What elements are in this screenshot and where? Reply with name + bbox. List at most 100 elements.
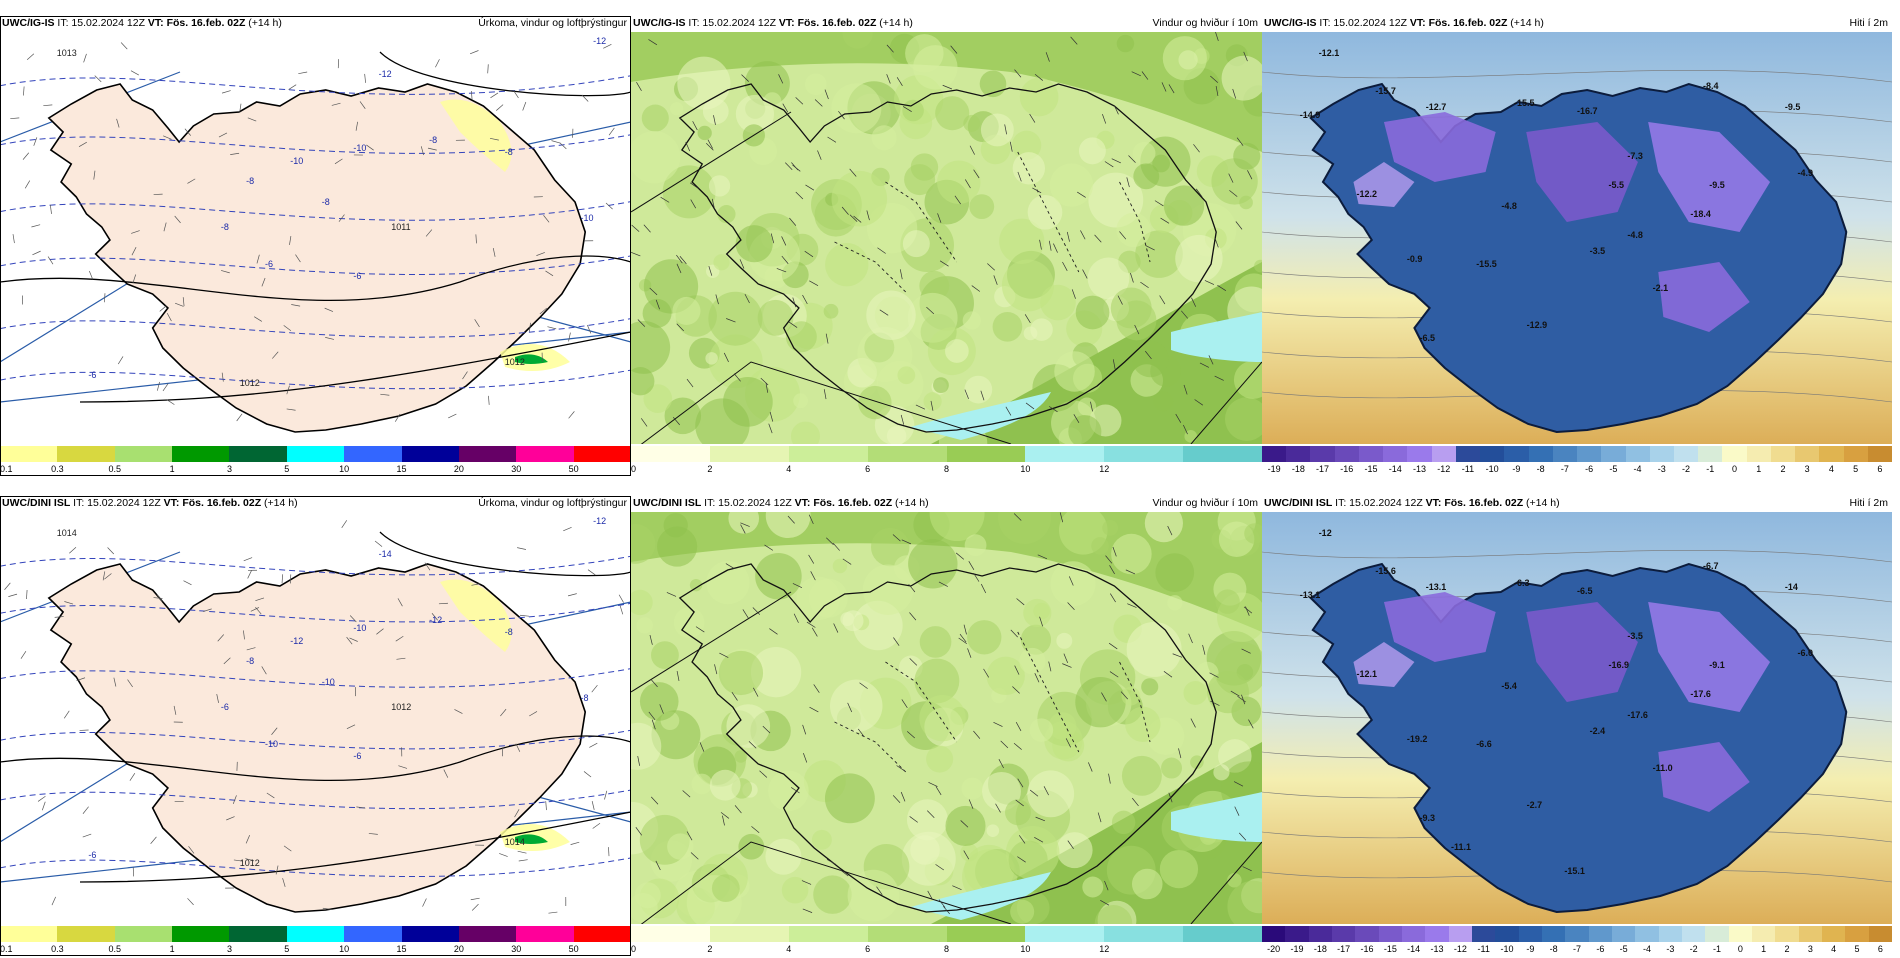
scale-tick: -9	[1512, 463, 1520, 475]
scale-tick: -10	[1486, 463, 1499, 475]
scale-ticks: -19-18-17-16-15-14-13-12-11-10-9-8-7-6-5…	[1262, 463, 1892, 475]
scale-tick: -19	[1268, 463, 1281, 475]
temp-value-label: -12.9	[1527, 320, 1548, 330]
temp-value-label: -5.4	[1501, 681, 1517, 691]
color-swatch	[1449, 926, 1472, 942]
panel-title: Hiti í 2m	[1849, 496, 1888, 510]
scale-tick: 4	[1831, 943, 1836, 955]
color-scale	[0, 446, 631, 462]
scale-tick: -7	[1561, 463, 1569, 475]
color-swatch	[868, 446, 947, 462]
panel-title: Úrkoma, vindur og loftþrýstingur	[478, 496, 627, 510]
temp-value-label: -12.1	[1319, 48, 1340, 58]
temp-panel-2: UWC/DINI ISL IT: 15.02.2024 12Z VT: Fös.…	[1262, 496, 1892, 958]
temp-value-label: -9.5	[1709, 180, 1725, 190]
color-swatch	[1868, 446, 1892, 462]
color-swatch	[1025, 446, 1104, 462]
scale-tick: -13	[1430, 943, 1443, 955]
isobar-label: 1012	[391, 702, 411, 712]
scale-tick: -1	[1706, 463, 1714, 475]
scale-tick: 4	[786, 943, 791, 955]
scale-tick: 0	[1738, 943, 1743, 955]
scale-tick: 3	[227, 463, 232, 475]
model-name: UWC/IG-IS	[1264, 17, 1317, 29]
temp-value-label: -6.3	[1514, 578, 1530, 588]
temp-value-label: -2.1	[1653, 283, 1669, 293]
map-area[interactable]	[631, 32, 1262, 444]
map-area[interactable]	[631, 512, 1262, 924]
temp-value-label: -9.5	[1785, 102, 1801, 112]
precip-panel-2: UWC/DINI ISL IT: 15.02.2024 12Z VT: Fös.…	[0, 496, 631, 958]
lead-time: (+14 h)	[895, 497, 929, 509]
color-swatch	[1379, 926, 1402, 942]
temp-value-label: -17.6	[1627, 710, 1648, 720]
temp-value-label: -15.5	[1476, 259, 1497, 269]
isotherm-label: -10	[265, 739, 278, 749]
color-swatch	[710, 446, 789, 462]
map-area[interactable]: -12-15.6-13.1-13.1-6.3-6.5-6.7-14-3.5-16…	[1262, 512, 1892, 924]
color-swatch	[1262, 926, 1285, 942]
scale-tick: 1	[170, 463, 175, 475]
scale-tick: 0.3	[51, 463, 64, 475]
color-swatch	[1425, 926, 1448, 942]
color-swatch	[0, 446, 57, 462]
color-swatch	[1104, 926, 1183, 942]
color-swatch	[1262, 446, 1286, 462]
isotherm-label: -6	[88, 370, 96, 380]
color-swatch	[1432, 446, 1456, 462]
color-swatch	[1542, 926, 1565, 942]
color-swatch	[172, 446, 229, 462]
scale-tick: 15	[397, 943, 407, 955]
color-swatch	[229, 926, 286, 942]
temp-value-label: -13.1	[1426, 582, 1447, 592]
color-swatch	[1771, 446, 1795, 462]
temp-value-label: -6.5	[1420, 333, 1436, 343]
isotherm-label: -8	[246, 176, 254, 186]
temp-value-label: -15.7	[1375, 86, 1396, 96]
scale-tick: 2	[1780, 463, 1785, 475]
scale-tick: 30	[511, 943, 521, 955]
scale-tick: -4	[1643, 943, 1651, 955]
issue-time: IT: 15.02.2024 12Z	[57, 17, 145, 29]
color-swatch	[1104, 446, 1183, 462]
model-name: UWC/DINI ISL	[1264, 497, 1332, 509]
isotherm-label: -12	[379, 69, 392, 79]
scale-tick: 6	[1878, 943, 1883, 955]
map-area[interactable]: -12.1-15.7-14.9-12.7-15.5-16.7-8.4-9.5-7…	[1262, 32, 1892, 444]
scale-tick: -11	[1477, 943, 1489, 955]
scale-tick: 0	[1732, 463, 1737, 475]
temp-value-label: -9.1	[1709, 660, 1725, 670]
scale-tick: -6	[1585, 463, 1593, 475]
temp-value-label: -4.8	[1501, 201, 1517, 211]
scale-tick: -1	[1713, 943, 1721, 955]
panel-title: Vindur og hviður í 10m	[1153, 16, 1258, 30]
color-swatch	[1355, 926, 1378, 942]
color-swatch	[631, 926, 710, 942]
scale-tick: 6	[1877, 463, 1882, 475]
scale-tick: 10	[1020, 943, 1030, 955]
color-scale	[0, 926, 631, 942]
temp-value-label: -12.2	[1357, 189, 1378, 199]
issue-time: IT: 15.02.2024 12Z	[73, 497, 161, 509]
scale-tick: 1	[1756, 463, 1761, 475]
panel-title: Vindur og hviður í 10m	[1153, 496, 1258, 510]
color-swatch	[1183, 926, 1262, 942]
color-scale	[631, 446, 1262, 462]
temp-value-label: -3.5	[1627, 631, 1643, 641]
color-swatch	[1752, 926, 1775, 942]
isobar-label: 1012	[505, 357, 525, 367]
temp-value-label: -9.3	[1420, 813, 1436, 823]
isotherm-label: -12	[290, 636, 303, 646]
color-swatch	[1729, 926, 1752, 942]
temp-value-label: -15.1	[1564, 866, 1585, 876]
issue-time: IT: 15.02.2024 12Z	[704, 497, 792, 509]
valid-time: Fös. 16.feb. 02Z	[182, 497, 261, 509]
temp-value-label: -0.9	[1407, 254, 1423, 264]
scale-tick: 3	[227, 943, 232, 955]
scale-tick: -13	[1413, 463, 1426, 475]
color-swatch	[1822, 926, 1845, 942]
isobar-label: 1012	[240, 858, 260, 868]
